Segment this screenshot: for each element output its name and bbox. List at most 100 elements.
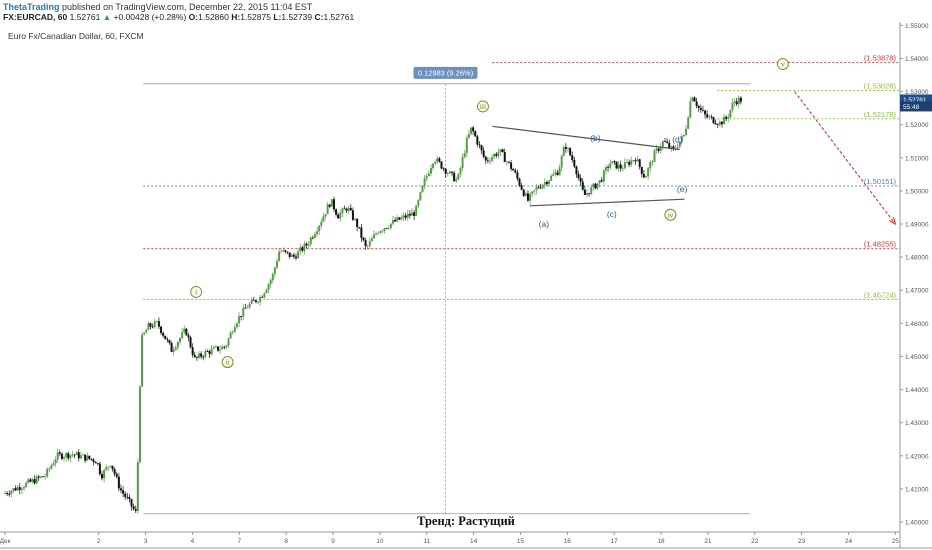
candle-body	[145, 330, 148, 333]
candle-body	[10, 490, 13, 495]
candle-body	[282, 250, 285, 252]
candle-body	[668, 142, 671, 149]
candle-body	[138, 386, 141, 463]
candle-body	[497, 152, 500, 156]
candle-body	[370, 238, 373, 242]
candle-body	[735, 101, 738, 105]
up-arrow-icon: ▲	[102, 12, 112, 22]
candle-body	[157, 321, 160, 327]
candle-body	[168, 340, 171, 343]
candle-body	[706, 114, 709, 118]
candle-body	[326, 204, 329, 215]
published-text: published on TradingView.com, December 2…	[62, 2, 313, 12]
candle-body	[425, 175, 428, 179]
triangle-upper-line	[492, 125, 680, 151]
candle-body	[349, 208, 352, 211]
candle-body	[600, 180, 603, 182]
candle-body	[288, 252, 291, 257]
candle-body	[535, 187, 538, 191]
candle-body	[366, 245, 369, 247]
wave-label: (d)	[672, 135, 683, 145]
candle-body	[596, 183, 599, 189]
high-value: 1.52875	[240, 12, 271, 22]
candle-body	[202, 356, 205, 358]
candle-body	[480, 145, 483, 151]
candle-body	[330, 199, 333, 207]
candle-body	[408, 213, 411, 216]
candle-body	[512, 168, 515, 171]
candle-body	[396, 217, 399, 222]
candle-body	[410, 212, 413, 216]
candle-body	[567, 148, 570, 149]
candle-body	[670, 146, 673, 149]
candle-body	[541, 184, 544, 189]
candle-body	[155, 321, 158, 323]
candle-body	[391, 220, 394, 224]
candle-body	[522, 189, 525, 196]
candle-body	[571, 155, 574, 160]
candle-body	[375, 233, 378, 235]
candle-body	[193, 354, 196, 357]
candle-body	[292, 254, 295, 257]
candle-body	[117, 476, 120, 489]
candle-body	[63, 457, 66, 459]
candle-body	[233, 326, 236, 333]
candle-body	[645, 176, 648, 178]
candle-body	[465, 138, 468, 154]
triangle-lower-line	[529, 198, 685, 207]
chart-header: ThetaTrading published on TradingView.co…	[0, 0, 932, 22]
y-tick-label: 1.51000	[905, 155, 929, 162]
author-link[interactable]: ThetaTrading	[3, 2, 60, 12]
candle-body	[210, 348, 213, 354]
y-tick-label: 1.47000	[905, 288, 929, 295]
candle-body	[704, 110, 707, 115]
candle-body	[459, 167, 462, 174]
candle-body	[723, 116, 726, 125]
level-label: (1.52178)	[864, 110, 897, 119]
candle-body	[377, 232, 380, 234]
candle-body	[98, 463, 101, 475]
candle-body	[172, 349, 175, 352]
candle-body	[691, 97, 694, 102]
y-tick-label: 1.52000	[905, 122, 929, 129]
candle-body	[543, 182, 546, 185]
candle-body	[444, 168, 447, 174]
candle-body	[309, 237, 312, 245]
candle-body	[373, 234, 376, 239]
x-tick-label: 25	[892, 538, 900, 545]
candle-body	[666, 141, 669, 143]
candle-body	[267, 283, 270, 290]
candle-body	[242, 307, 245, 317]
candle-body	[632, 160, 635, 162]
candle-body	[160, 326, 163, 334]
candle-body	[73, 454, 76, 456]
candle-body	[499, 149, 502, 153]
candle-body	[16, 487, 19, 491]
candle-body	[581, 181, 584, 190]
x-tick-label: 7	[237, 538, 241, 545]
candle-body	[297, 251, 300, 259]
candle-body	[484, 156, 487, 161]
candle-body	[77, 452, 80, 459]
candle-body	[31, 479, 34, 482]
candle-body	[427, 173, 430, 176]
x-tick-label: 21	[704, 538, 712, 545]
open-label: O:	[188, 12, 199, 22]
candle-body	[550, 175, 553, 181]
candle-body	[25, 482, 28, 488]
candle-body	[269, 280, 272, 284]
candle-body	[37, 476, 40, 478]
candle-body	[729, 109, 732, 117]
candle-body	[697, 105, 700, 109]
candle-body	[554, 172, 557, 175]
candle-body	[718, 121, 721, 125]
candle-body	[12, 488, 15, 491]
candle-body	[615, 161, 618, 169]
candle-body	[14, 488, 17, 491]
candle-body	[71, 454, 74, 456]
candle-body	[22, 487, 25, 489]
candle-body	[115, 474, 118, 477]
candle-body	[524, 193, 527, 196]
wave-label: ii	[225, 358, 229, 367]
